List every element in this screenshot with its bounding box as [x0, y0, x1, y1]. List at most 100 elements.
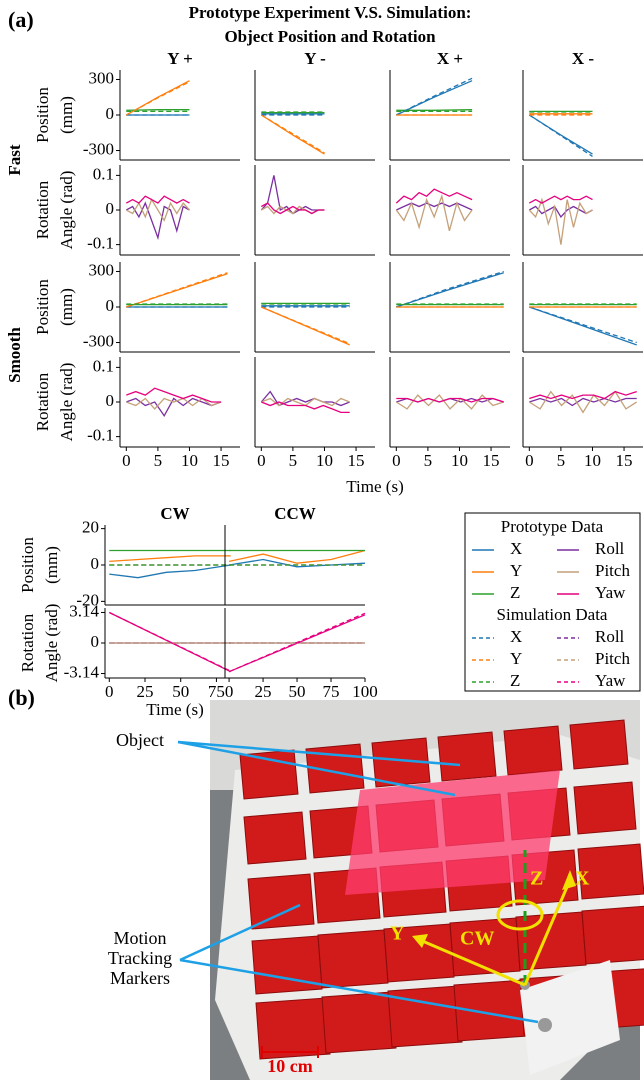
y-axis-label: Rotation [18, 613, 37, 672]
simulation-line [396, 270, 504, 308]
tile [371, 737, 431, 788]
tile [573, 781, 637, 835]
data-line [529, 397, 637, 407]
simulation-line [125, 81, 190, 116]
data-line [260, 175, 325, 215]
marker-plate [520, 960, 620, 1075]
y-tick-label: 0 [106, 296, 115, 315]
y-tick-label: -300 [83, 331, 114, 350]
tile [581, 905, 644, 965]
x-axis [523, 879, 572, 986]
tile [577, 843, 644, 900]
data-line [395, 394, 504, 410]
x-tick-label: 15 [348, 451, 365, 470]
data-line [126, 387, 222, 403]
y-tick-label: 0.1 [93, 356, 114, 375]
figure-title: Prototype Experiment V.S. Simulation: [189, 3, 472, 22]
data-line [528, 197, 593, 245]
legend-label: Y [510, 561, 522, 580]
data-line [109, 555, 231, 563]
legend-title: Prototype Data [501, 517, 604, 536]
x-tick-label: 100 [352, 682, 378, 701]
rotation-label: CW [460, 928, 494, 950]
simulation-line [528, 114, 593, 157]
tile [251, 935, 323, 995]
x-tick-label: 10 [451, 451, 468, 470]
arrow [179, 903, 301, 962]
y-axis-label: Position [33, 87, 52, 143]
legend: Prototype DataXYZRollPitchYawSimulation … [472, 517, 630, 690]
y-tick-label: 20 [82, 518, 99, 537]
y-tick-label: 0 [106, 199, 115, 218]
data-line [528, 205, 593, 218]
y-axis [419, 938, 526, 987]
data-line [396, 397, 504, 403]
group-label: Smooth [5, 327, 24, 383]
legend-label: Roll [595, 627, 625, 646]
arrow-head [562, 870, 576, 890]
data-line [125, 195, 190, 204]
legend-title: Simulation Data [497, 605, 608, 624]
chart-title: Y - [304, 49, 326, 68]
legend-label: Yaw [595, 671, 626, 690]
y-axis-label: Rotation [33, 180, 52, 239]
legend-label: Z [510, 583, 520, 602]
chart-title: Y + [167, 49, 193, 68]
x-tick-label: 15 [483, 451, 500, 470]
simulation-line [396, 77, 473, 116]
y-tick-label: -300 [83, 139, 114, 158]
arrow [177, 740, 461, 767]
x-tick-label: 0 [257, 451, 266, 470]
data-line [395, 188, 473, 204]
data-line [109, 564, 231, 579]
y-tick-label: 300 [89, 260, 115, 279]
legend-label: Y [510, 649, 522, 668]
y-tick-label: 0 [91, 632, 100, 651]
tile [317, 929, 389, 989]
tile [321, 991, 397, 1054]
y-tick-label: -0.1 [87, 234, 114, 253]
x-tick-label: 25 [137, 682, 154, 701]
arrows [177, 740, 539, 1024]
x-tick-label: 75 [323, 682, 340, 701]
simulation-line [228, 612, 366, 673]
data-line [126, 273, 228, 308]
legend-label: X [510, 539, 522, 558]
y-tick-label: -3.14 [64, 662, 100, 681]
x-tick-label: 15 [213, 451, 230, 470]
y-axis-label: Angle (rad) [42, 604, 61, 683]
x-tick-label: 50 [289, 682, 306, 701]
tile [503, 725, 563, 776]
annotation: Object [116, 730, 164, 750]
x-tick-label: 5 [557, 451, 566, 470]
y-axis-label: Angle (rad) [57, 363, 76, 442]
y-axis-label: (mm) [57, 96, 76, 134]
tile [387, 985, 463, 1048]
tile [243, 811, 307, 865]
y-tick-label: 0 [91, 554, 100, 573]
tile [383, 923, 455, 983]
tile [437, 731, 497, 782]
data-line [396, 202, 473, 211]
simulation-line [109, 611, 231, 672]
data-line [125, 201, 190, 241]
simulation-line [260, 114, 325, 154]
y-axis-label: (mm) [42, 546, 61, 584]
tile [569, 719, 629, 770]
legend-label: X [510, 627, 522, 646]
photo: Z X Y CW 10 cm [210, 700, 644, 1080]
data-line [261, 401, 350, 414]
annotation: Tracking [108, 948, 172, 968]
x-tick-label: 10 [584, 451, 601, 470]
x-tick-label: 0 [392, 451, 401, 470]
y-tick-label: -0.1 [87, 426, 114, 445]
legend-label: Z [510, 671, 520, 690]
y-axis-label: (mm) [57, 288, 76, 326]
x-tick-label: 15 [616, 451, 633, 470]
panel-label: (a) [8, 7, 34, 32]
data-line [528, 195, 593, 204]
data-line [126, 109, 190, 111]
data-line [126, 397, 222, 418]
x-tick-label: 0 [525, 451, 534, 470]
